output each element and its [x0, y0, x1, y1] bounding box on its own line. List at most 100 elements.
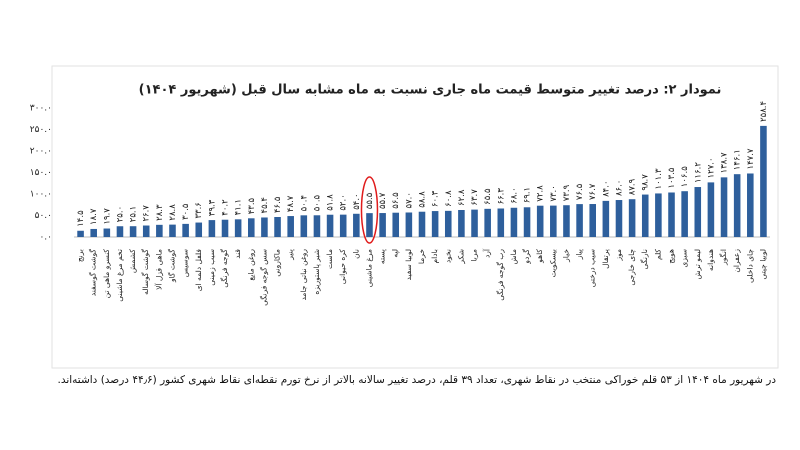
y-tick-label: ۲۰۰.۰ — [30, 147, 52, 157]
x-tick-label: سیب زمینی — [207, 249, 216, 286]
value-label: ۸۷.۹ — [628, 178, 638, 195]
bar — [366, 213, 373, 237]
value-label: ۷۳.۰ — [549, 185, 559, 201]
bar — [641, 194, 649, 237]
value-label: ۱۴.۵ — [76, 210, 86, 227]
y-tick-label: ۱۰۰.۰ — [30, 190, 52, 200]
value-label: ۶۰.۳ — [431, 190, 441, 207]
value-label: ۸۴.۰ — [601, 180, 611, 196]
bar — [694, 187, 702, 237]
bar — [615, 200, 623, 237]
x-tick-label: لوبیا چیتی — [758, 249, 767, 280]
x-tick-label: ماش — [509, 249, 518, 264]
bar — [536, 205, 544, 237]
x-tick-label: خیار — [561, 249, 570, 263]
bar — [681, 191, 688, 237]
x-tick-label: سوسیس — [181, 249, 190, 277]
value-label: ۲۸.۳ — [155, 204, 165, 221]
value-label: ۱۸.۷ — [89, 208, 99, 225]
bar — [458, 209, 465, 237]
x-tick-label: روغن نباتی جامد — [299, 249, 308, 301]
x-tick-label: ماکارونی — [273, 249, 282, 277]
value-label: ۵۵.۷ — [378, 192, 388, 209]
highlight — [360, 176, 379, 244]
x-tick-label: خرما — [417, 249, 426, 264]
value-label: ۹۸.۷ — [641, 174, 651, 191]
value-label: ۶۳.۷ — [470, 189, 480, 206]
bar — [274, 217, 281, 237]
value-label: ۴۱.۱ — [234, 199, 244, 215]
bar — [550, 205, 557, 237]
value-label: ۵۶.۵ — [391, 192, 401, 209]
x-tick-label: پرتقال — [601, 249, 610, 269]
value-label: ۴۶.۵ — [273, 196, 283, 213]
bar — [169, 224, 176, 237]
y-tick-label: ۱۵۰.۰ — [30, 168, 52, 178]
value-label: ۳۰.۵ — [181, 203, 191, 220]
y-tick-label: ۰.۰ — [39, 233, 52, 243]
value-label: ۳۳.۶ — [194, 202, 204, 218]
value-label: ۱۳۸.۷ — [720, 152, 730, 173]
x-tick-label: قند — [233, 249, 242, 259]
bar — [195, 222, 203, 237]
bar — [142, 225, 150, 237]
bar — [431, 211, 439, 237]
x-tick-label: کاهو — [535, 249, 544, 264]
bar — [707, 182, 715, 237]
value-label: ۵۵.۵ — [365, 192, 375, 209]
bar — [523, 207, 531, 237]
bar — [129, 226, 137, 237]
value-label: ۱۰۶.۵ — [680, 166, 690, 187]
bar — [182, 223, 189, 237]
value-label: ۱۴۶.۱ — [733, 149, 743, 170]
x-tick-label: پسته — [378, 249, 387, 264]
value-label: ۴۸.۷ — [286, 195, 296, 212]
x-tick-label: ماست — [325, 249, 334, 269]
chart-frame — [51, 65, 779, 369]
value-label: ۵۷.۰ — [404, 192, 414, 208]
x-tick-label: گوشت گاو — [167, 249, 176, 283]
bar — [234, 219, 242, 237]
x-tick-label: بیسکویت — [548, 249, 557, 278]
x-tick-label: آرد — [482, 248, 492, 258]
value-label: ۲۵.۰ — [115, 206, 125, 222]
value-label: ۴۵.۴ — [260, 197, 270, 213]
bar — [576, 204, 583, 237]
bar — [116, 226, 124, 237]
value-label: ۳۹.۳ — [207, 199, 217, 216]
value-label: ۸۶.۰ — [614, 180, 624, 196]
x-tick-label: گوشت گوساله — [141, 249, 150, 295]
bar — [747, 173, 754, 237]
value-label: ۷۲.۸ — [536, 185, 546, 202]
x-tick-label: هندوانه — [706, 249, 715, 271]
x-tick-label: چای خارجی — [627, 249, 636, 286]
bar — [589, 204, 596, 237]
bar — [484, 208, 491, 237]
x-tick-label: مرغ ماشینی — [364, 249, 373, 287]
bar — [379, 213, 386, 237]
value-label: ۶۶.۳ — [496, 188, 506, 205]
value-label: ۵۸.۸ — [418, 191, 428, 208]
value-label: ۴۳.۵ — [247, 197, 257, 214]
bar — [563, 205, 570, 237]
value-label: ۱۴۷.۷ — [746, 148, 756, 169]
x-tick-label: کنسرو ماهی تن — [102, 249, 111, 299]
value-label: ۴۰.۲ — [221, 199, 231, 216]
chart-title: نمودار ۲: درصد تغییر متوسط قیمت ماه جاری… — [139, 83, 722, 98]
value-label: ۵۰.۵ — [312, 194, 322, 211]
x-tick-label: گردو — [522, 249, 531, 265]
x-tick-label: بادام — [430, 249, 439, 263]
x-tick-label: رب گوجه فرنگی — [496, 249, 505, 301]
x-tick-label: ماهی قزل آلا — [153, 249, 163, 290]
bar — [471, 209, 478, 237]
bar — [248, 218, 255, 237]
value-label: ۵۴.۰ — [352, 193, 362, 209]
bar — [497, 208, 505, 237]
footnote: در شهریور ماه ۱۴۰۴ از ۵۳ قلم خوراکی منتخ… — [57, 374, 776, 386]
x-tick-label: سیب درختی — [588, 249, 597, 287]
value-label: ۶۲.۸ — [457, 189, 467, 206]
bar — [90, 228, 97, 237]
bar — [287, 216, 294, 237]
bar — [353, 213, 360, 237]
